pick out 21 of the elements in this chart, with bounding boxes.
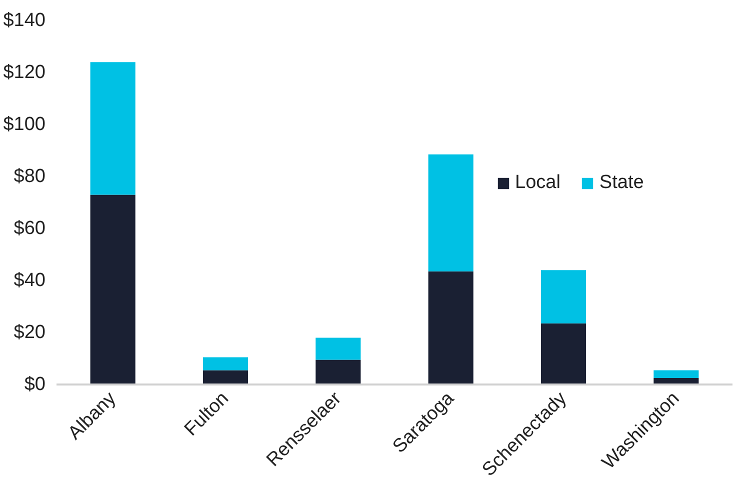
y-tick-label: $80	[14, 166, 46, 187]
y-tick-label: $120	[3, 62, 46, 83]
bar	[428, 271, 474, 384]
bar	[202, 370, 248, 384]
bar	[90, 62, 136, 195]
bar	[428, 154, 474, 272]
bar	[90, 194, 136, 384]
y-tick-label: $100	[3, 114, 46, 135]
y-tick-label: $60	[14, 218, 46, 239]
legend-label: State	[599, 172, 644, 194]
y-tick-label: $20	[14, 322, 46, 343]
legend-label: Local	[515, 172, 560, 194]
bar	[540, 270, 586, 324]
bar	[316, 360, 361, 384]
bar	[316, 338, 361, 360]
bar	[654, 370, 699, 378]
y-tick-label: $0	[24, 374, 46, 395]
bar	[202, 357, 248, 370]
y-tick-label: $40	[14, 270, 46, 291]
bar	[540, 323, 586, 384]
y-tick-label: $140	[3, 10, 46, 31]
